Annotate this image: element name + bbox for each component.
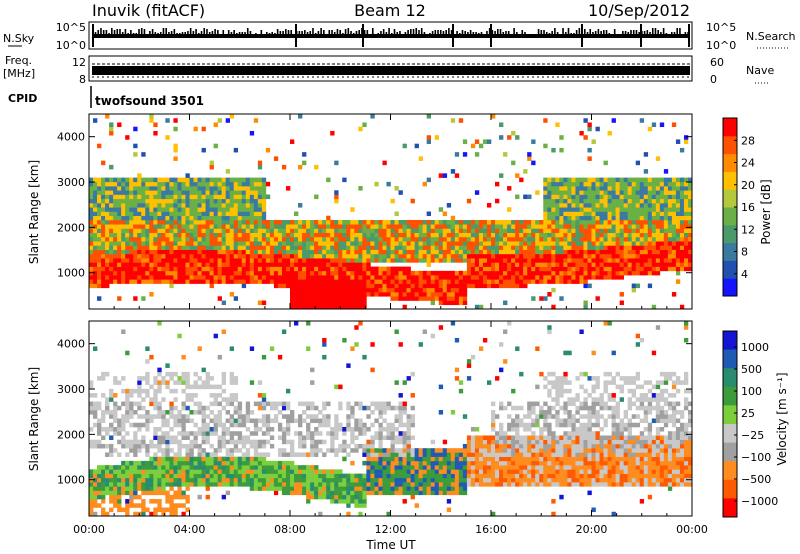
x-tick-label: 08:00: [274, 523, 306, 536]
velocity-colorbar: 1000 500 100 25 −25 −100 −500 −1000: [722, 330, 778, 518]
x-tick-label: 00:00: [676, 523, 708, 536]
velocity-colorbar-segment: [723, 498, 737, 518]
y-tick-label: 1000: [57, 267, 85, 280]
power-colorbar-segment: [723, 118, 737, 137]
y-tick-label: 3000: [57, 176, 85, 189]
station-title: Inuvik (fitACF): [92, 1, 205, 20]
velocity-colorbar-tick: 25: [741, 407, 755, 420]
nsky-top-tick: 10^5: [56, 21, 86, 34]
power-panel: 1000 2000 3000 4000 Slant Range [km] 4 8 12 16…: [27, 113, 773, 310]
freq-label: Freq.: [5, 54, 32, 67]
power-colorbar-tick: 8: [741, 246, 748, 259]
power-colorbar-segment: [723, 153, 737, 172]
velocity-colorbar-segment: [723, 331, 737, 351]
velocity-colorbar-tick: −1000: [741, 495, 778, 508]
beam-title: Beam 12: [354, 1, 426, 20]
power-colorbar-segment: [723, 135, 737, 155]
power-colorbar-segment: [723, 171, 737, 190]
x-tick-label: 00:00: [73, 523, 105, 536]
freq-unit: [MHz]: [3, 67, 35, 80]
x-tick-label: 20:00: [576, 523, 608, 536]
power-colorbar-tick: 4: [741, 268, 748, 281]
power-colorbar-segment: [723, 189, 737, 208]
power-colorbar-segment: [723, 224, 737, 244]
power-colorbar-tick: 16: [741, 201, 755, 214]
power-colorbar-tick: 28: [741, 134, 755, 147]
y-tick-label: 4000: [57, 131, 85, 144]
velocity-colorbar-segment: [723, 386, 737, 406]
power-heatmap: [89, 114, 692, 309]
velocity-colorbar-tick: −100: [741, 451, 771, 464]
nsky-trace: [92, 24, 690, 47]
freq-bottom-tick: 8: [79, 73, 86, 86]
velocity-colorbar-tick: −25: [741, 429, 764, 442]
velocity-colorbar-tick: 1000: [741, 341, 769, 354]
velocity-colorbar-segment: [723, 424, 737, 444]
power-ylabel: Slant Range [km]: [27, 160, 41, 264]
nsky-strip: N.Sky 10^5 10^0 10^5 10^0 N.Search: [3, 21, 796, 52]
nsearch-bottom-tick: 10^0: [706, 39, 736, 52]
y-tick-label: 3000: [57, 383, 85, 396]
velocity-colorbar-segment: [723, 442, 737, 462]
power-colorbar-segment: [723, 207, 737, 226]
y-tick-label: 2000: [57, 221, 85, 234]
power-colorbar-segment: [723, 278, 737, 297]
y-tick-label: 1000: [57, 474, 85, 487]
power-colorbar-label: Power [dB]: [759, 179, 773, 244]
velocity-colorbar-tick: 100: [741, 385, 762, 398]
velocity-panel: 1000 2000 3000 4000 00:00 04:00 08:00 12:00 16:0…: [27, 320, 789, 552]
nsearch-top-tick: 10^5: [706, 21, 736, 34]
nave-label: Nave: [746, 64, 774, 77]
nsearch-label: N.Search: [746, 30, 796, 43]
cpid-strip: CPID twofsound 3501: [8, 86, 204, 108]
x-tick-label: 04:00: [174, 523, 206, 536]
cpid-label: CPID: [8, 92, 37, 105]
x-tick-label: 16:00: [475, 523, 507, 536]
freq-trace: [92, 66, 690, 75]
y-tick-label: 2000: [57, 428, 85, 441]
velocity-colorbar-segment: [723, 461, 737, 481]
velocity-colorbar-tick: 500: [741, 363, 762, 376]
freq-top-tick: 12: [72, 56, 86, 69]
power-colorbar-tick: 20: [741, 179, 755, 192]
power-colorbar: 4 8 12 16 20 24 28: [722, 117, 755, 297]
velocity-colorbar-segment: [723, 368, 737, 388]
velocity-colorbar-segment: [723, 405, 737, 425]
x-tick-label: 12:00: [375, 523, 407, 536]
velocity-colorbar-segment: [723, 349, 737, 369]
nsky-label: N.Sky: [3, 32, 35, 45]
power-colorbar-tick: 12: [741, 223, 755, 236]
velocity-heatmap: [89, 321, 692, 516]
velocity-colorbar-label: Velocity [m s⁻¹]: [775, 372, 789, 465]
cpid-value: twofsound 3501: [95, 94, 204, 108]
power-colorbar-segment: [723, 242, 737, 261]
velocity-ylabel: Slant Range [km]: [27, 367, 41, 471]
velocity-colorbar-tick: −500: [741, 473, 771, 486]
date-title: 10/Sep/2012: [588, 1, 690, 20]
y-tick-label: 4000: [57, 338, 85, 351]
velocity-colorbar-segment: [723, 479, 737, 499]
power-colorbar-tick: 24: [741, 157, 755, 170]
nave-top-tick: 60: [710, 56, 724, 69]
x-axis-label: Time UT: [365, 538, 416, 552]
power-colorbar-segment: [723, 260, 737, 279]
freq-strip: Freq. [MHz] 12 8 60 0 Nave: [3, 54, 774, 86]
nave-bottom-tick: 0: [710, 73, 717, 86]
nsky-bottom-tick: 10^0: [56, 39, 86, 52]
